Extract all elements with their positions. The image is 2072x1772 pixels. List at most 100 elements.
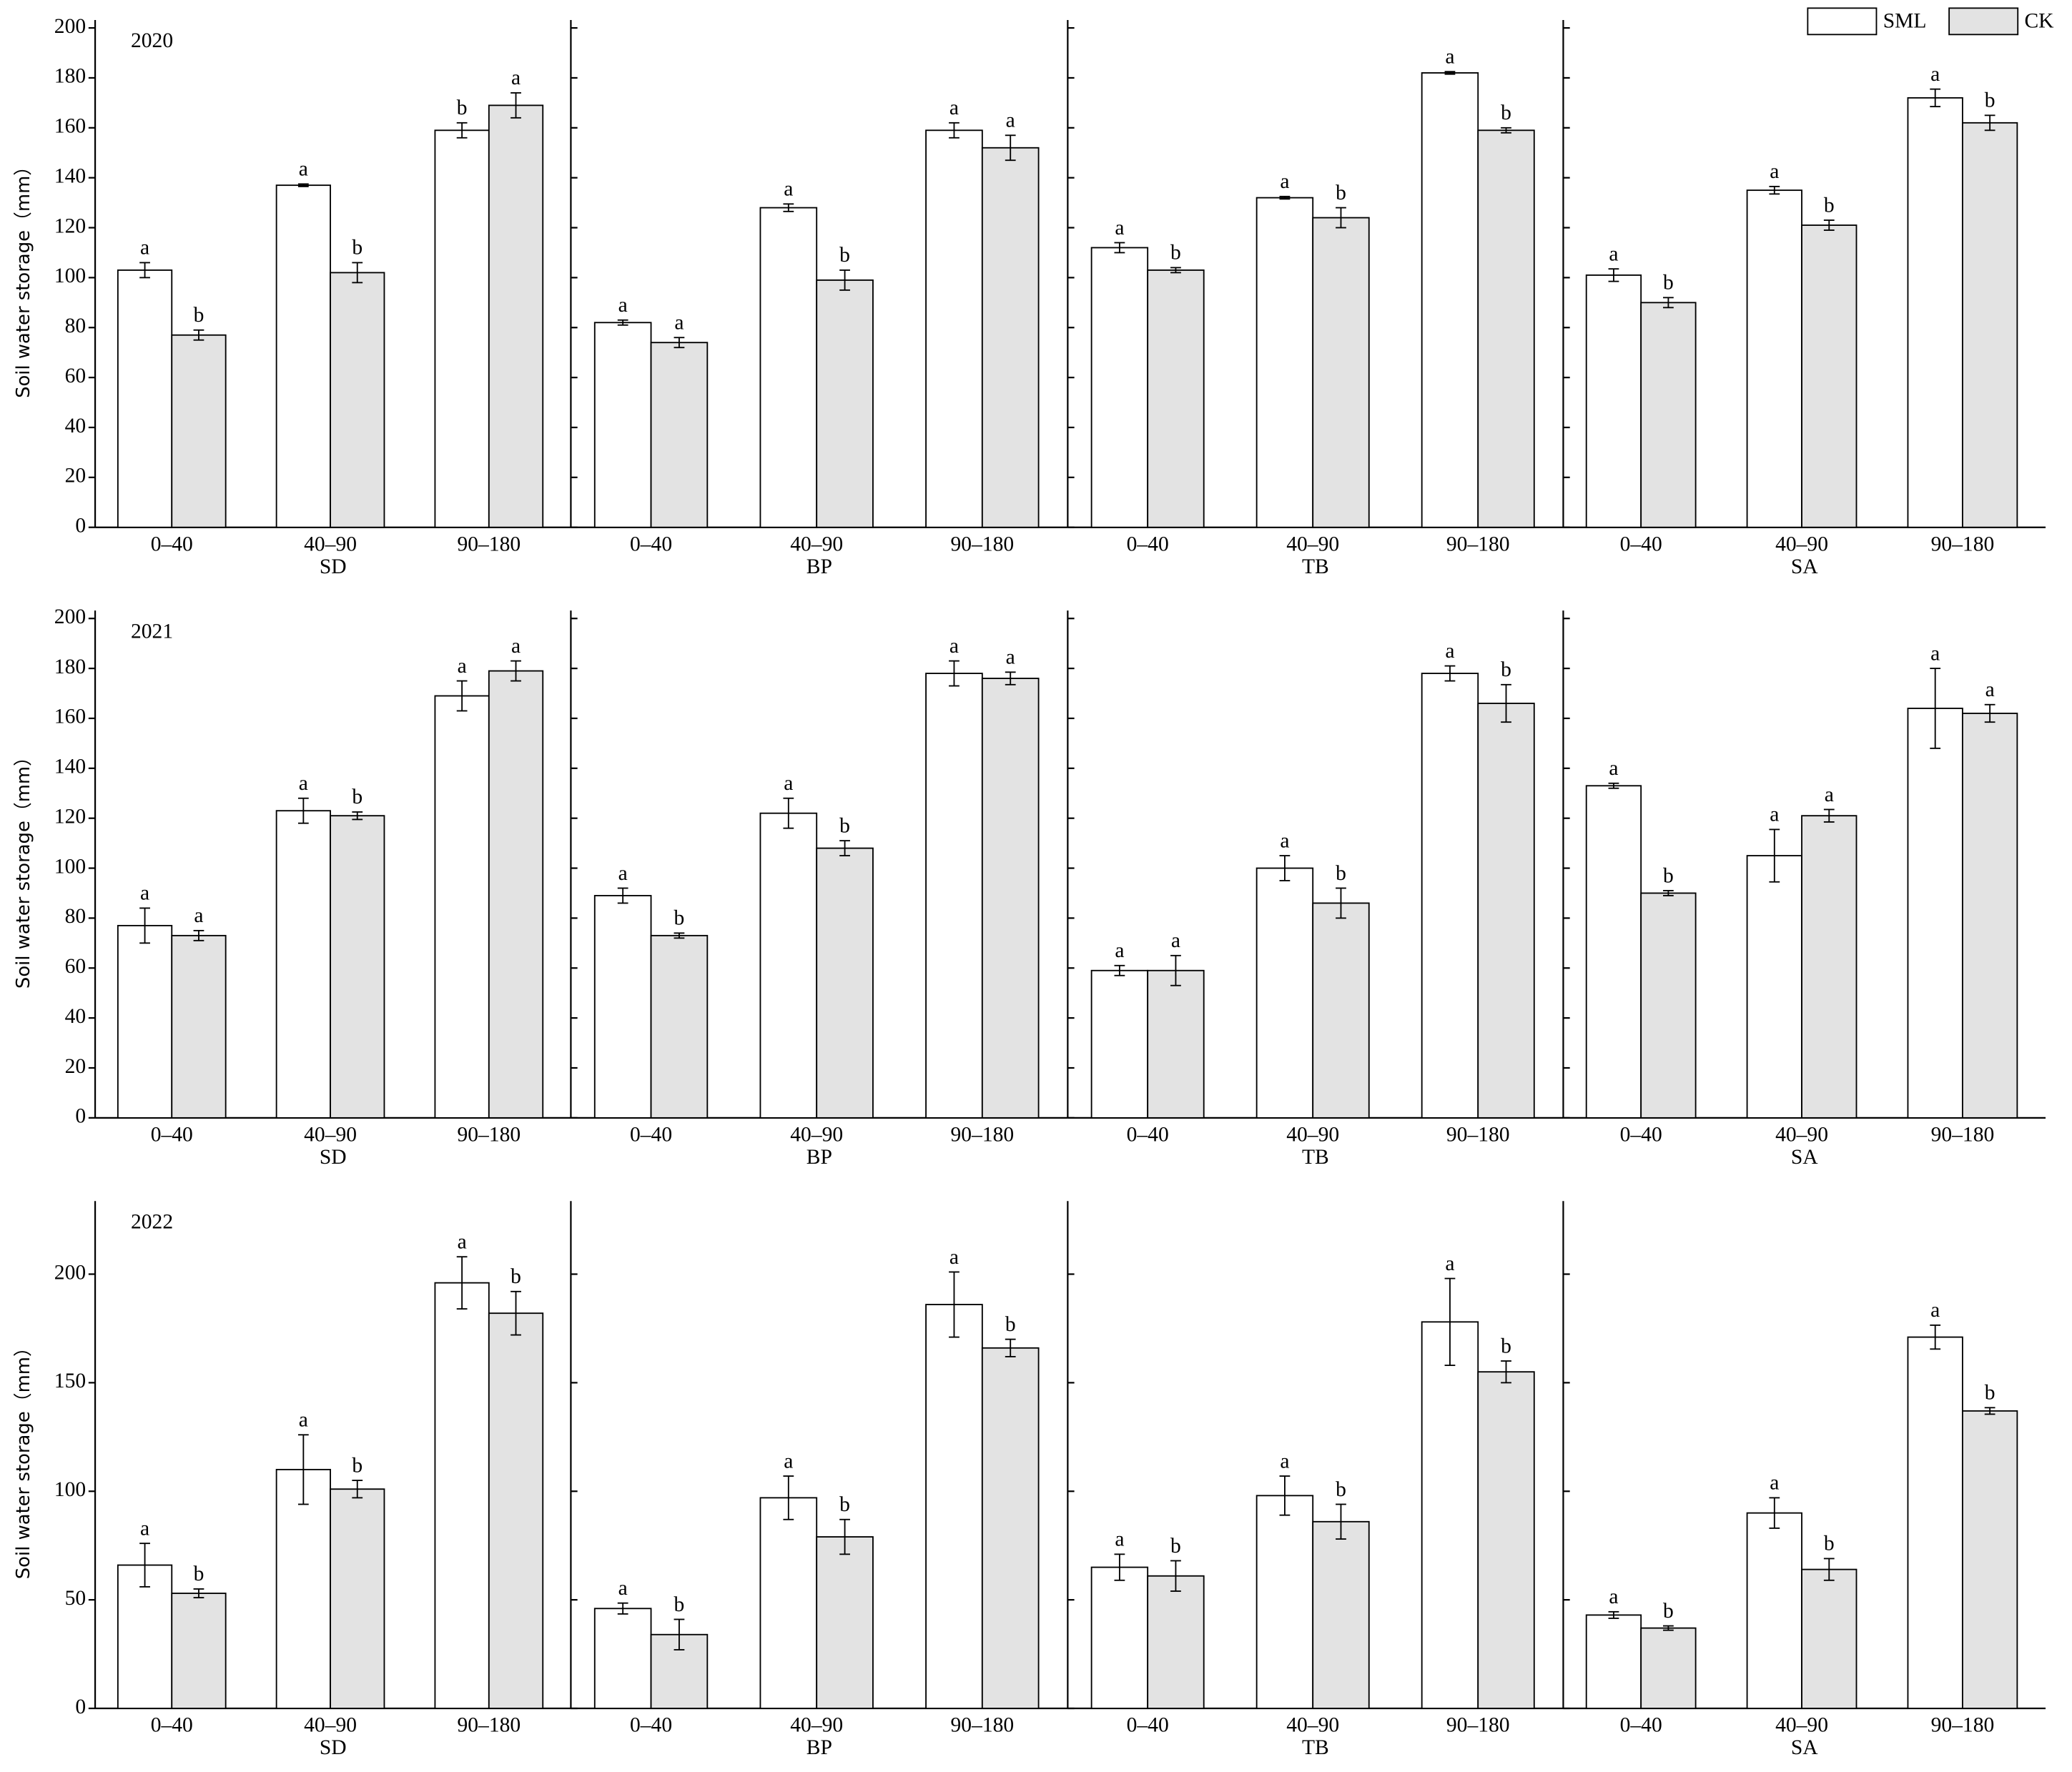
bar — [117, 1564, 173, 1709]
x-tick-label: 90–180 — [457, 1714, 521, 1737]
bar — [1961, 122, 2018, 528]
bar — [1255, 1495, 1314, 1709]
bar — [816, 847, 874, 1119]
y-tick-label: 120 — [54, 214, 86, 237]
x-tick-label: 90–180 — [457, 533, 521, 555]
y-tick-label: 100 — [54, 1478, 86, 1501]
x-tick-label: 0–40 — [1127, 533, 1169, 555]
y-tick-label: 80 — [65, 905, 87, 928]
bar — [275, 1468, 331, 1709]
bar — [1147, 969, 1205, 1119]
significance-letter: b — [1663, 272, 1674, 294]
panel-title: 2020 — [131, 29, 173, 52]
x-tick-label: 90–180 — [1446, 1714, 1510, 1737]
significance-letter: b — [510, 1265, 521, 1288]
significance-letter: b — [1501, 102, 1511, 124]
bar — [275, 810, 331, 1119]
significance-letter: a — [1930, 63, 1940, 86]
significance-letter: a — [618, 1577, 628, 1600]
bar — [1585, 785, 1642, 1119]
y-tick-label: 50 — [65, 1587, 87, 1610]
bar — [1090, 969, 1149, 1119]
significance-letter: a — [1280, 829, 1289, 852]
x-tick-label: 0–40 — [1127, 1124, 1169, 1147]
x-tick-label: 40–90 — [304, 1124, 357, 1147]
y-tick-label: 0 — [75, 514, 86, 537]
bar — [1746, 189, 1802, 528]
y-tick-label: 40 — [65, 415, 87, 437]
significance-letter: b — [839, 814, 850, 837]
x-tick-label: 90–180 — [1931, 1124, 1995, 1147]
y-axis-label: Soil water storage（mm） — [13, 748, 34, 989]
bar — [593, 1608, 652, 1709]
significance-letter: a — [618, 294, 628, 317]
x-axis-label: SD — [320, 1736, 347, 1759]
y-axis-label: Soil water storage（mm） — [13, 157, 34, 398]
significance-letter: a — [784, 1450, 793, 1472]
bar — [1255, 197, 1314, 528]
significance-letter: a — [1171, 929, 1180, 952]
x-axis-label: BP — [806, 1736, 832, 1759]
significance-letter: a — [784, 178, 793, 201]
significance-letter: a — [618, 862, 628, 885]
significance-letter: b — [457, 96, 468, 119]
bar — [593, 895, 652, 1119]
significance-letter: a — [140, 1517, 149, 1540]
significance-letter: b — [1824, 194, 1835, 217]
bar — [759, 207, 818, 528]
significance-letter: a — [949, 1246, 959, 1269]
y-tick-label: 120 — [54, 805, 86, 828]
x-tick-label: 40–90 — [304, 533, 357, 555]
legend-label: CK — [2024, 9, 2054, 32]
significance-letter: b — [194, 1563, 204, 1585]
significance-letter: a — [784, 772, 793, 795]
significance-letter: a — [949, 635, 959, 658]
significance-letter: b — [1824, 1533, 1835, 1555]
y-tick-label: 200 — [54, 15, 86, 38]
bar — [488, 1312, 544, 1709]
bar — [1312, 1520, 1370, 1709]
bar — [1421, 673, 1479, 1119]
bar — [434, 1282, 490, 1709]
bar — [650, 934, 709, 1119]
significance-letter: a — [1609, 757, 1618, 780]
significance-letter: b — [839, 1493, 850, 1516]
significance-letter: a — [1280, 170, 1289, 193]
bar — [1801, 224, 1858, 528]
x-axis-label: TB — [1302, 1146, 1329, 1169]
bar — [1255, 867, 1314, 1119]
significance-letter: a — [1930, 642, 1940, 665]
bar — [488, 104, 544, 528]
y-tick-label: 40 — [65, 1005, 87, 1028]
bar — [1801, 1568, 1858, 1709]
bar — [1090, 247, 1149, 528]
x-axis-label: TB — [1302, 1736, 1329, 1759]
bar — [759, 1497, 818, 1709]
bar — [171, 1593, 227, 1709]
bar — [488, 670, 544, 1119]
x-tick-label: 40–90 — [1286, 1124, 1339, 1147]
significance-letter: a — [949, 96, 959, 119]
significance-letter: b — [839, 244, 850, 267]
x-tick-label: 0–40 — [630, 533, 672, 555]
x-tick-label: 40–90 — [790, 1714, 843, 1737]
bar — [1746, 1512, 1802, 1709]
significance-letter: a — [194, 904, 203, 927]
bar — [275, 184, 331, 528]
significance-letter: a — [1770, 160, 1779, 183]
x-axis-label: SA — [1791, 1736, 1818, 1759]
bar — [1961, 713, 2018, 1119]
y-tick-label: 180 — [54, 655, 86, 678]
x-tick-label: 40–90 — [304, 1714, 357, 1737]
significance-letter: a — [1985, 678, 1995, 701]
x-axis-label: BP — [806, 1146, 832, 1169]
bar — [1907, 708, 1963, 1119]
significance-letter: b — [352, 786, 362, 808]
x-axis-label: SA — [1791, 1146, 1818, 1169]
significance-letter: b — [1985, 1382, 1995, 1405]
bar — [434, 129, 490, 528]
x-tick-label: 90–180 — [950, 533, 1014, 555]
bar — [1640, 302, 1697, 528]
significance-letter: a — [1609, 242, 1618, 265]
significance-letter: a — [299, 158, 308, 181]
